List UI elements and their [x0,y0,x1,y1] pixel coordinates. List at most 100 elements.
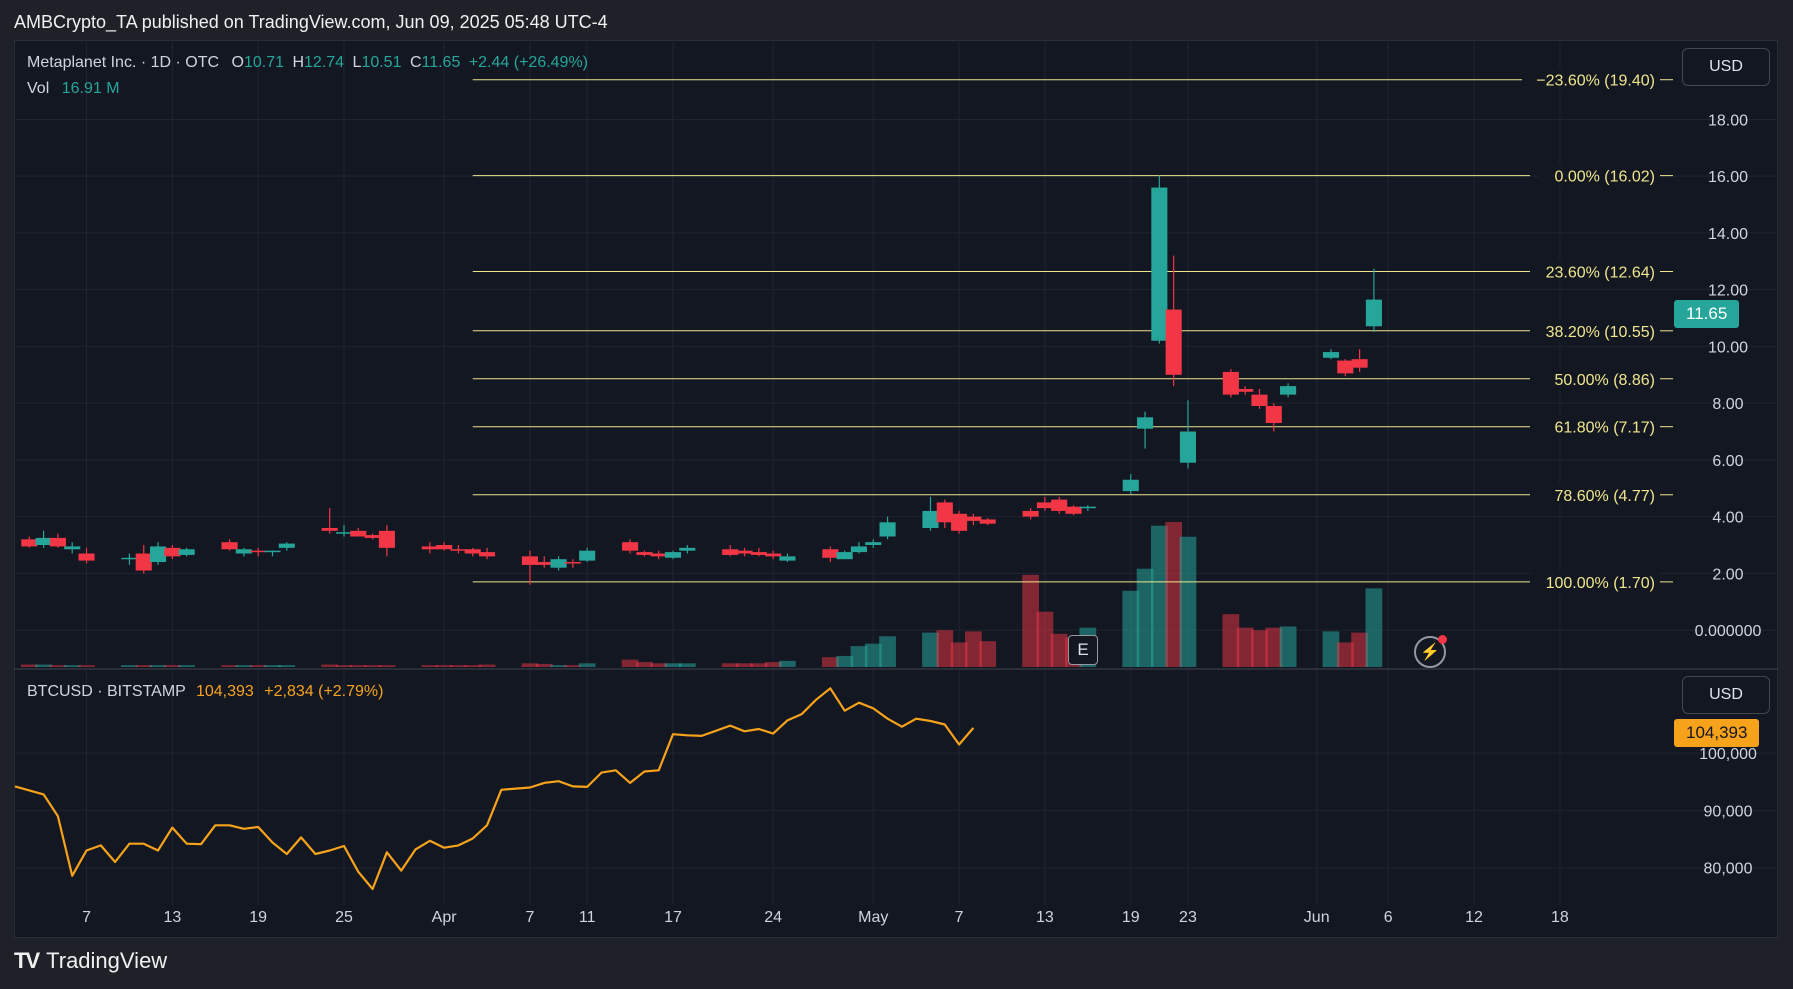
volume-bar [736,663,753,667]
x-tick-label: 19 [249,909,267,926]
volume-bar [1279,626,1297,667]
x-tick-label: 24 [764,909,782,926]
candle-body [521,556,539,565]
volume-bar [163,665,181,667]
volume-bar [950,642,968,667]
x-tick-label: May [858,909,888,926]
open-label: O [231,54,244,71]
candle-body [321,527,338,531]
candle-body [779,556,796,561]
volume-legend: Vol 16.91 M [27,80,120,98]
volume-bar [879,636,896,667]
volume-bar [1036,611,1054,667]
y-tick-label: 12.00 [1708,283,1748,300]
pane-divider[interactable] [14,668,1778,670]
x-tick-label: Apr [432,909,458,926]
candle-body [765,553,782,557]
volume-bar [1179,536,1197,667]
x-tick-label: 12 [1465,909,1483,926]
footer-brand[interactable]: TV TradingView [14,948,167,974]
volume-bar [535,663,553,667]
candle-body [250,550,267,553]
candle-body [264,550,281,553]
fib-label-background [1530,570,1659,593]
chart-frame[interactable] [14,40,1778,938]
candle-body [1222,371,1239,395]
main-legend: Metaplanet Inc. · 1D · OTC O10.71 H12.74… [27,54,588,72]
price-axis-main: 18.00 16.00 14.00 12.00 10.00 8.00 6.00 4.00 2.0… [1695,112,1762,640]
currency-button-btc[interactable]: USD [1682,676,1770,714]
candle-body [650,553,667,557]
x-tick-label: 18 [1551,909,1569,926]
y-tick-label: 16.00 [1708,169,1748,186]
volume-bar [364,665,381,667]
tradingview-logo-icon: TV [14,948,40,973]
volume-bar [35,664,52,667]
fib-level-label: 61.80% (7.17) [1554,420,1655,437]
candle-body [550,559,567,568]
candle-body [1351,359,1368,368]
volume-bar [378,665,396,667]
volume-bar [636,662,653,667]
open-value: 10.71 [243,54,285,71]
candle-body [979,519,996,524]
candle-body [822,549,839,558]
x-tick-label: 11 [579,909,596,926]
candle-body [49,537,66,547]
volume-bar [864,643,882,667]
candle-body [951,513,968,531]
volume-bar [249,665,267,667]
btc-change-value: +2,834 (+2.79%) [264,683,384,700]
candle-body [364,535,381,538]
volume-bar [979,641,997,667]
volume-bar [1222,614,1240,667]
volume-bar [936,630,954,667]
currency-button-main[interactable]: USD [1682,48,1770,86]
volume-bar [1022,574,1039,667]
fib-label-background [1539,483,1659,506]
volume-bar [550,665,567,667]
btc-price-badge: 104,393 [1674,719,1760,747]
low-label: L [352,54,362,71]
fib-label-background [1539,367,1659,390]
candles [21,175,1382,585]
close-value: 11.65 [421,54,461,71]
volume-bar [63,665,81,667]
candle-body [1365,299,1382,327]
lightning-icon[interactable]: ⚡ [1414,635,1447,668]
candle-body [1151,187,1168,341]
last-price-badge: 11.65 [1674,300,1740,328]
volume-bar [850,646,868,667]
candle-body [1179,431,1197,463]
candle-body [850,546,868,553]
symbol-label: Metaplanet Inc. · 1D · OTC [27,54,220,71]
volume-bar [779,660,796,667]
volume-bar [20,664,38,667]
candle-body [579,550,596,561]
candle-body [78,553,95,561]
volume-bar [578,663,596,667]
volume-bar [750,663,768,667]
y-tick-label: 8.00 [1712,396,1743,413]
volume-bar [821,657,839,667]
fib-label-background [1530,319,1659,342]
volume-bar [178,665,196,667]
y-tick-label: 80,000 [1704,861,1753,878]
y-tick-label: 0.000000 [1695,623,1762,640]
candle-body [1237,388,1254,392]
volume-bar [678,663,696,667]
candle-body [21,539,38,547]
volume-bar [478,664,496,667]
candle-body [149,546,167,563]
x-tick-label: Jun [1304,909,1330,926]
candle-body [478,552,496,557]
volume-bar [1251,630,1268,667]
volume-bar [1351,632,1368,667]
candle-body [436,545,453,550]
volume-bar [278,665,296,667]
candle-body [278,543,295,548]
volume-bar [121,665,138,667]
earnings-marker[interactable]: E [1068,635,1098,665]
volume-bar [1236,627,1254,667]
